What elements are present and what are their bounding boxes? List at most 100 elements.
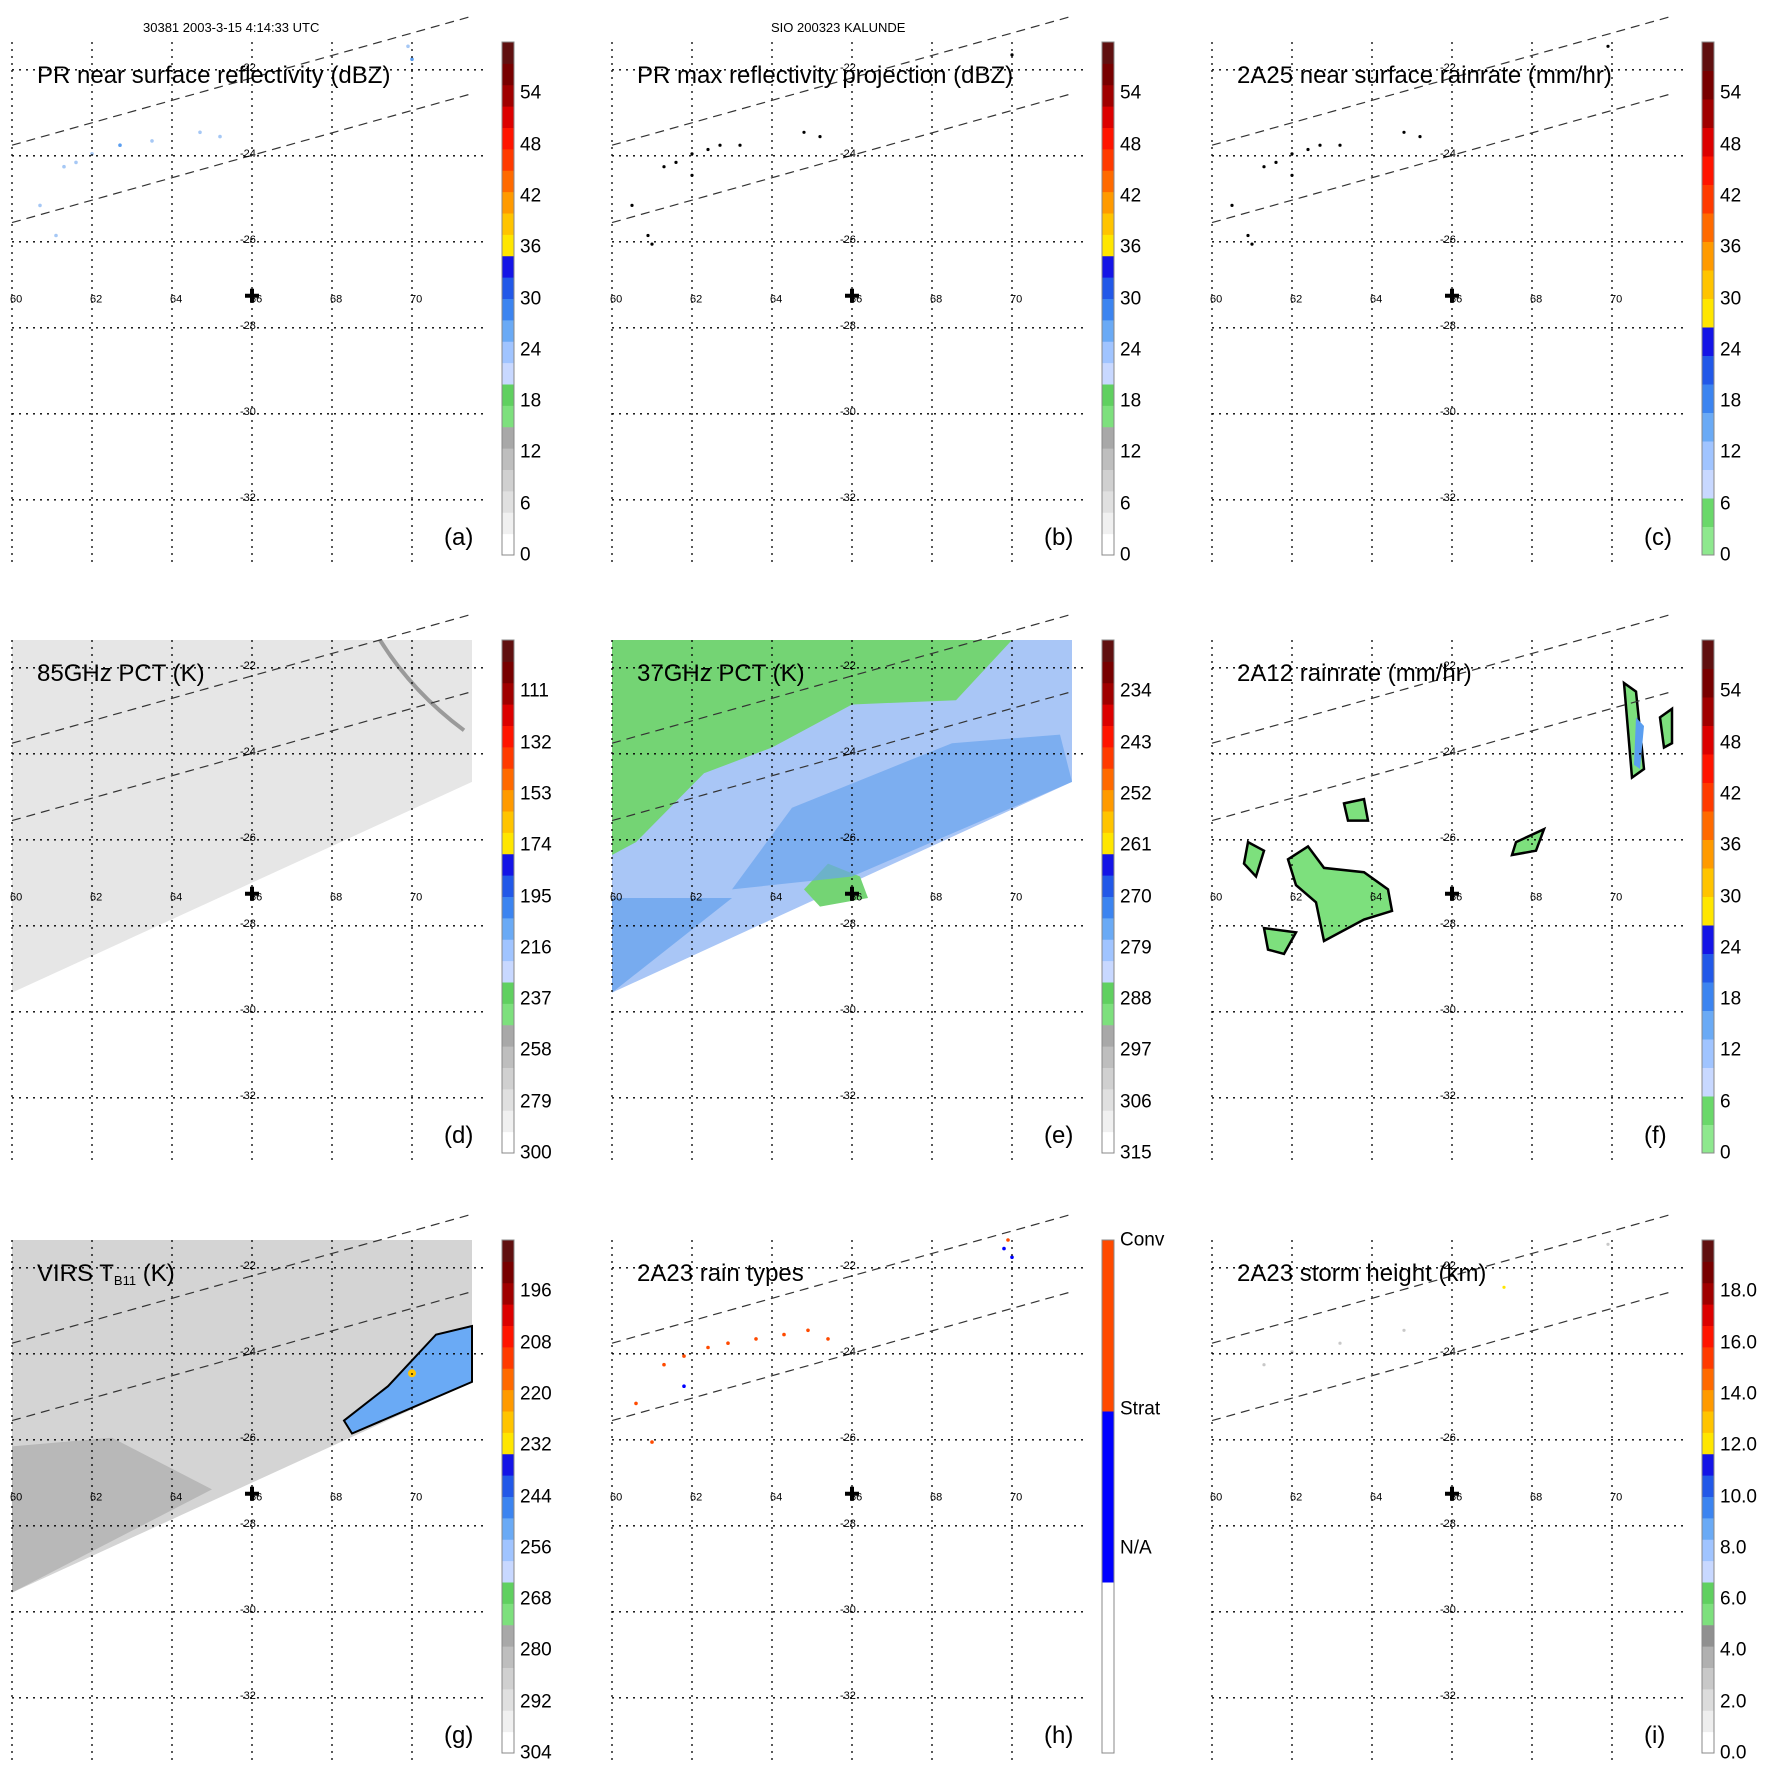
pr-max-echo-13 — [1010, 53, 1014, 57]
pr-max-echo-6 — [738, 143, 742, 147]
colorbar-segment — [502, 1646, 514, 1668]
colorbar-tick-label: 304 — [520, 1742, 552, 1764]
lon-tick-label: 68 — [330, 294, 342, 306]
colorbar-tick-label: 36 — [520, 236, 542, 258]
colorbar-segment — [502, 490, 514, 513]
lat-tick-label: -26 — [840, 832, 856, 844]
colorbar-tick-label: 24 — [1120, 339, 1142, 361]
lon-tick-label: 60 — [10, 1492, 22, 1504]
rain-type-pixel-9 — [634, 1401, 638, 1406]
colorbar-tick-label: 16.0 — [1720, 1332, 1757, 1354]
colorbar-tick-label: 261 — [1120, 834, 1152, 856]
virs-cloud-shade — [12, 1437, 212, 1593]
colorbar-segment — [1102, 170, 1114, 193]
rain-type-pixel-2 — [682, 1354, 686, 1358]
swath-edge-2 — [611, 1291, 1073, 1422]
colorbar-segment — [1102, 448, 1114, 470]
colorbar-segment — [1102, 704, 1114, 726]
colorbar-tick-label: 18 — [1720, 988, 1742, 1010]
colorbar-segment — [1702, 1124, 1714, 1154]
colorbar-tick-label: 306 — [1120, 1091, 1152, 1113]
colorbar-segment — [502, 277, 514, 299]
colorbar-segment — [502, 1560, 514, 1583]
colorbar-tick-label: 256 — [520, 1537, 552, 1559]
cross-icon — [245, 288, 259, 303]
lat-tick-label: -32 — [1440, 492, 1456, 504]
lat-tick-label: -22 — [1440, 660, 1456, 672]
colorbar-tick-label: 12 — [1720, 441, 1742, 463]
colorbar-tick-label: 315 — [1120, 1142, 1152, 1164]
colorbar-segment — [1702, 127, 1714, 157]
colorbar-segment — [1102, 1411, 1114, 1583]
lon-tick-label: 64 — [170, 294, 182, 306]
pr-rain-pixel-5 — [1318, 143, 1322, 147]
colorbar-tick-label: 132 — [520, 732, 552, 754]
colorbar-segment — [502, 746, 514, 769]
panel-f-label: (f) — [1644, 1122, 1667, 1149]
lat-tick-label: -26 — [240, 234, 256, 246]
panel-d-title: 85GHz PCT (K) — [37, 660, 205, 687]
colorbar-segment — [502, 1710, 514, 1733]
colorbar-segment — [1102, 1582, 1114, 1754]
colorbar-segment — [1702, 327, 1714, 356]
colorbar-frame — [1101, 639, 1115, 1154]
colorbar-tick-label: 36 — [1120, 236, 1142, 258]
colorbar-segment — [1702, 1039, 1714, 1068]
colorbar-segment — [502, 213, 514, 235]
colorbar-segment — [502, 1624, 514, 1647]
panel-e-label: (e) — [1044, 1122, 1074, 1149]
colorbar-segment — [502, 1411, 514, 1433]
colorbar-segment — [502, 384, 514, 406]
lat-tick-label: -24 — [240, 148, 256, 160]
colorbar-segment — [1102, 469, 1114, 492]
colorbar-tick-label: 208 — [520, 1332, 552, 1354]
colorbar-segment — [1102, 512, 1114, 535]
lat-tick-label: -22 — [1440, 1260, 1456, 1272]
colorbar-tick-label: 18 — [1120, 390, 1142, 412]
pct85-field — [12, 640, 472, 993]
colorbar-segment — [1702, 754, 1714, 783]
lon-tick-label: 62 — [90, 1492, 102, 1504]
colorbar-segment — [1702, 270, 1714, 299]
panel-d-label: (d) — [444, 1122, 474, 1149]
lat-tick-label: -30 — [1440, 1604, 1456, 1616]
lon-tick-label: 68 — [1530, 294, 1542, 306]
lat-tick-label: -22 — [840, 62, 856, 74]
rain-type-pixel-4 — [726, 1341, 730, 1345]
lat-tick-label: -26 — [840, 1432, 856, 1444]
title-main: VIRS T — [37, 1260, 114, 1287]
pr-max-echo-8 — [818, 135, 822, 139]
colorbar-tick-label: 288 — [1120, 988, 1152, 1010]
pr-max-echo-10 — [646, 233, 650, 238]
panel-c-label: (c) — [1644, 524, 1672, 551]
colorbar-segment — [1702, 1667, 1714, 1690]
panel-f-title: 2A12 rainrate (mm/hr) — [1237, 660, 1472, 687]
colorbar-segment — [1702, 1710, 1714, 1733]
colorbar-segment — [1102, 426, 1114, 449]
colorbar-segment — [1102, 811, 1114, 833]
rain-area-1 — [1286, 844, 1394, 943]
lat-tick-label: -28 — [1440, 918, 1456, 930]
colorbar-segment — [502, 1517, 514, 1540]
pr-rain-pixel-10 — [1246, 233, 1250, 238]
colorbar-tick-label: Strat — [1120, 1398, 1161, 1420]
lat-tick-label: -26 — [1440, 234, 1456, 246]
pr-rain-pixel-3 — [1290, 152, 1294, 156]
colorbar-segment — [502, 811, 514, 833]
colorbar-segment — [1702, 1304, 1714, 1326]
colorbar-segment — [1702, 1624, 1714, 1647]
colorbar-tick-label: 244 — [520, 1486, 552, 1507]
colorbar-segment — [1102, 832, 1114, 855]
colorbar-segment — [1702, 1560, 1714, 1583]
lat-tick-label: -26 — [240, 832, 256, 844]
pr-echo-11 — [410, 57, 414, 61]
colorbar-segment — [502, 1131, 514, 1154]
colorbar-tick-label: 279 — [1120, 937, 1152, 959]
rain-type-pixel-6 — [782, 1332, 786, 1337]
colorbar-segment — [1702, 697, 1714, 726]
colorbar-tick-label: 42 — [1120, 185, 1142, 207]
colorbar-tick-label: 237 — [520, 988, 552, 1010]
colorbar-tick-label: 252 — [1120, 783, 1152, 805]
pr-max-echo-3 — [690, 152, 694, 156]
pr-echo-2 — [74, 160, 78, 165]
